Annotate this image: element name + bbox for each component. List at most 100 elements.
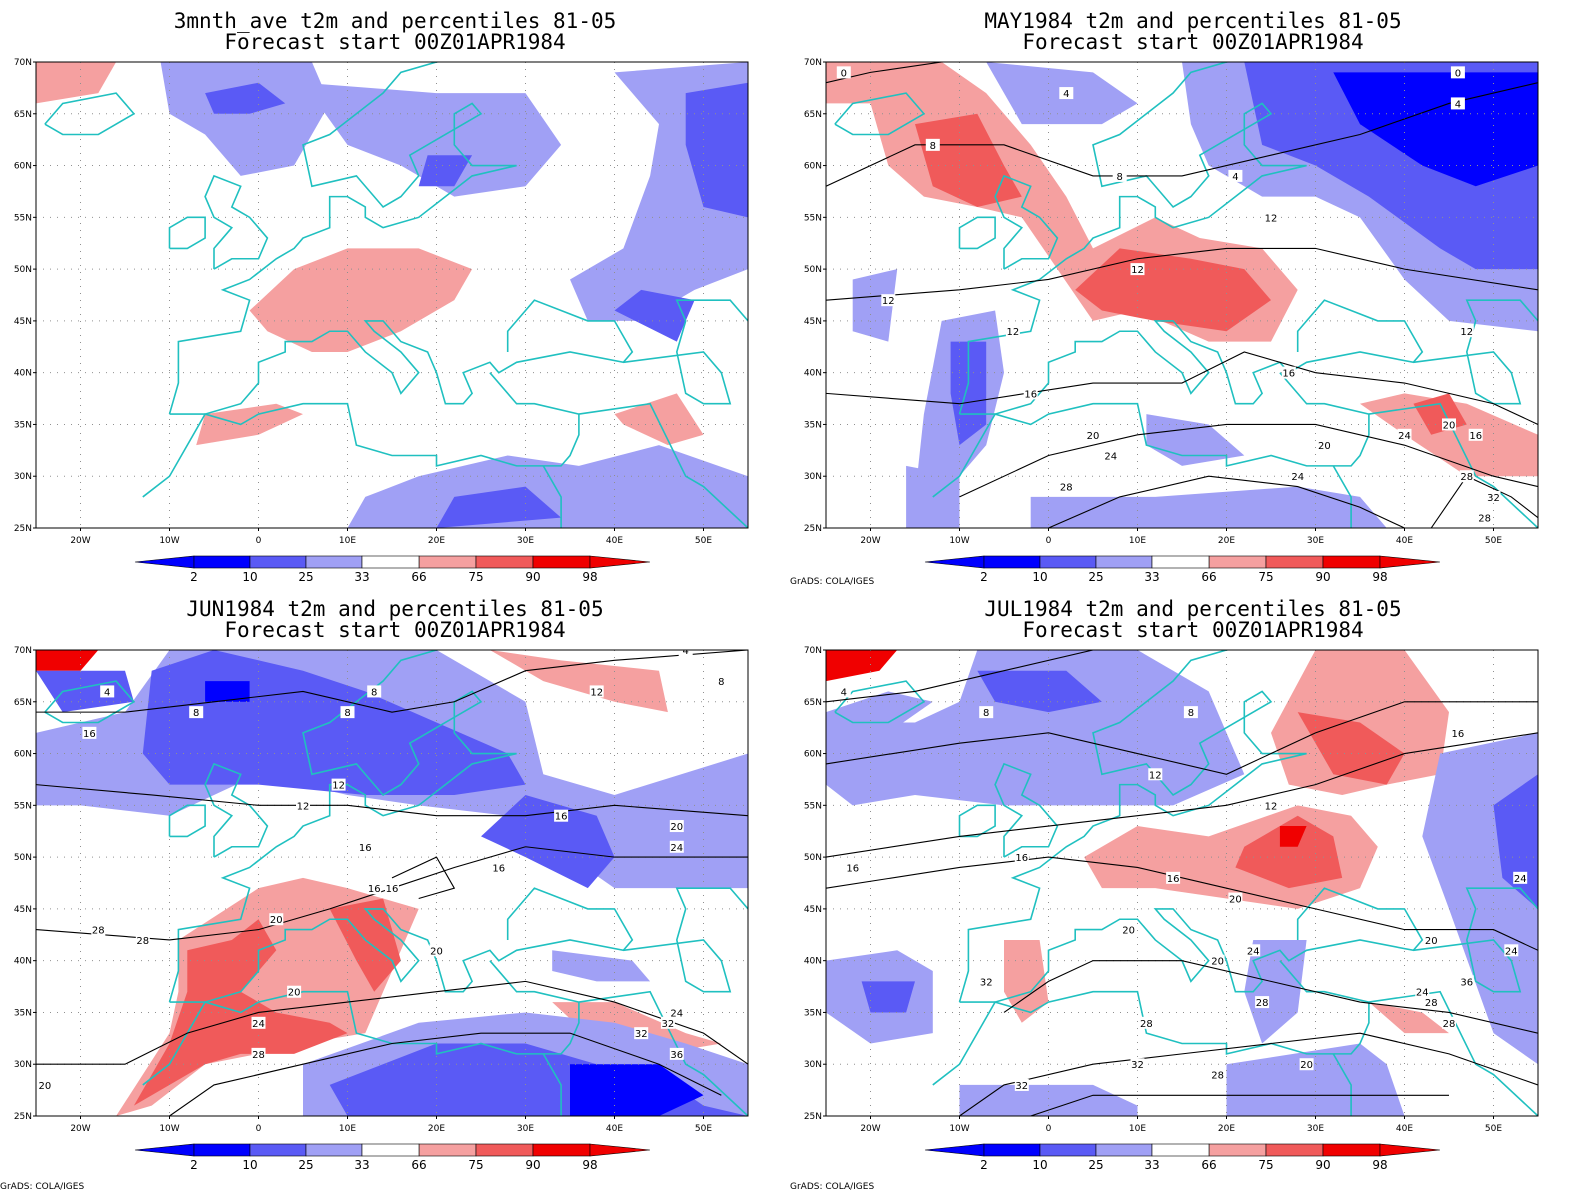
coastline xyxy=(958,216,996,250)
lon-label: 0 xyxy=(256,1124,262,1134)
legend-swatch xyxy=(305,555,363,569)
contour-label-bg xyxy=(1397,428,1412,441)
legend-tick-label: 25 xyxy=(1088,1158,1103,1172)
lat-label: 50N xyxy=(14,265,32,275)
percentile-shading-red-light xyxy=(249,248,473,352)
panel-title: MAY1984 t2m and percentiles 81-05 xyxy=(984,9,1402,33)
percentile-shading-blue-mid xyxy=(861,981,915,1013)
percentile-shading-blue-light xyxy=(1226,1043,1405,1116)
contour-label-bg xyxy=(1130,263,1145,276)
legend-swatch xyxy=(1322,555,1381,569)
percentile-shading-red-light xyxy=(196,403,303,446)
legend-swatch xyxy=(418,1143,477,1157)
contour-label: 20 xyxy=(1318,441,1331,452)
contour-label: 20 xyxy=(270,915,283,926)
map-frame xyxy=(35,649,749,1117)
contour-label: 28 xyxy=(1060,483,1073,494)
contour-label-bg xyxy=(1264,211,1278,224)
percentile-shading-blue-mid xyxy=(436,486,562,528)
legend-swatch xyxy=(475,555,534,569)
coastline xyxy=(542,1053,563,1116)
contour-label: 16 xyxy=(386,884,399,895)
contour-label-bg xyxy=(1023,387,1038,400)
lat-label: 25N xyxy=(804,524,822,534)
contour-label: 28 xyxy=(1478,514,1491,525)
contour-label-bg xyxy=(269,913,284,926)
contour-label: 12 xyxy=(1265,213,1278,224)
lon-label: 20W xyxy=(70,1124,90,1134)
contour-label-bg xyxy=(1281,366,1296,379)
contour-label: 20 xyxy=(288,988,301,999)
contour-label-bg xyxy=(340,706,355,719)
contour-label-bg xyxy=(1459,975,1474,988)
lon-label: 40E xyxy=(1396,1124,1413,1134)
contour-label: 12 xyxy=(297,801,310,812)
lat-label: 40N xyxy=(804,369,822,379)
percentile-shading-blue-light xyxy=(552,950,651,982)
legend-swatch xyxy=(418,555,477,569)
map-area: 4812812161616162020202024242428283228322… xyxy=(826,650,1538,1116)
contour-label: 20 xyxy=(1211,957,1224,968)
legend-swatch xyxy=(305,1143,363,1157)
coastline xyxy=(168,216,206,250)
legend-tick-label: 90 xyxy=(1315,1158,1330,1172)
percentile-shading-red-light xyxy=(1368,1002,1449,1034)
contour-label-bg xyxy=(1450,726,1465,739)
percentile-shading-blue-light xyxy=(959,1084,1138,1116)
panel-subtitle: Forecast start 00Z01APR1984 xyxy=(224,618,566,642)
temperature-contour xyxy=(826,856,1538,951)
coastline xyxy=(44,92,136,136)
lat-label: 40N xyxy=(14,369,32,379)
legend-tick-label: 2 xyxy=(980,570,988,584)
lat-label: 30N xyxy=(14,472,32,482)
contour-label: 16 xyxy=(1469,431,1482,442)
contour-label: 0 xyxy=(1455,68,1461,79)
lat-label: 60N xyxy=(14,162,32,172)
contour-label: 28 xyxy=(1460,472,1473,483)
legend-swatch xyxy=(249,555,307,569)
legend-tick-label: 98 xyxy=(582,1158,597,1172)
contour-label: 8 xyxy=(1117,172,1123,183)
lon-label: 50E xyxy=(695,1124,712,1134)
contour-label-bg xyxy=(1299,1058,1314,1071)
contour-label-bg xyxy=(1486,490,1501,503)
legend-tick-label: 75 xyxy=(1258,570,1273,584)
contour-label: 16 xyxy=(1282,369,1295,380)
contour-label-bg xyxy=(1246,944,1261,957)
lon-label: 20E xyxy=(1218,1124,1235,1134)
temperature-contour xyxy=(826,650,1094,703)
legend-swatch xyxy=(1322,1143,1381,1157)
legend-tick-label: 25 xyxy=(298,570,313,584)
contour-label-bg xyxy=(1059,87,1074,100)
contour-label: 20 xyxy=(1122,926,1135,937)
map-plot: 70N 65N 60N 55N 50N 45N 40N 35N 30N 25N 20W 10W 0 10E… xyxy=(14,58,749,584)
percentile-shading-blue-mid xyxy=(614,289,695,342)
legend-tick-label: 10 xyxy=(1032,570,1047,584)
contour-label: 12 xyxy=(1149,770,1162,781)
lat-label: 50N xyxy=(14,853,32,863)
coastline xyxy=(932,960,1370,1086)
percentile-shading-red-mid xyxy=(329,898,401,992)
contour-label: 12 xyxy=(1007,327,1020,338)
lon-label: 30E xyxy=(1307,1124,1324,1134)
lat-label: 25N xyxy=(14,1112,32,1122)
panel-title: 3mnth_ave t2m and percentiles 81-05 xyxy=(173,9,617,33)
lon-label: 20W xyxy=(860,536,880,546)
lon-label: 10W xyxy=(159,1124,179,1134)
lat-label: 45N xyxy=(804,905,822,915)
contour-label-bg xyxy=(1290,470,1305,483)
contour-label-bg xyxy=(554,809,569,822)
grads-credit: GrADS: COLA/IGES xyxy=(790,577,875,587)
contour-label: 24 xyxy=(670,1008,683,1019)
coastline xyxy=(1332,465,1353,528)
coastline xyxy=(1368,402,1538,528)
contour-label-bg xyxy=(1130,1058,1145,1071)
lat-label: 45N xyxy=(804,317,822,327)
lat-label: 35N xyxy=(14,1008,32,1018)
legend-swatch xyxy=(983,1143,1041,1157)
contour-label-bg xyxy=(589,685,604,698)
legend-tick-label: 10 xyxy=(242,1158,257,1172)
contour-label: 8 xyxy=(1188,708,1194,719)
coastline xyxy=(142,960,580,1086)
lat-label: 65N xyxy=(804,110,822,120)
